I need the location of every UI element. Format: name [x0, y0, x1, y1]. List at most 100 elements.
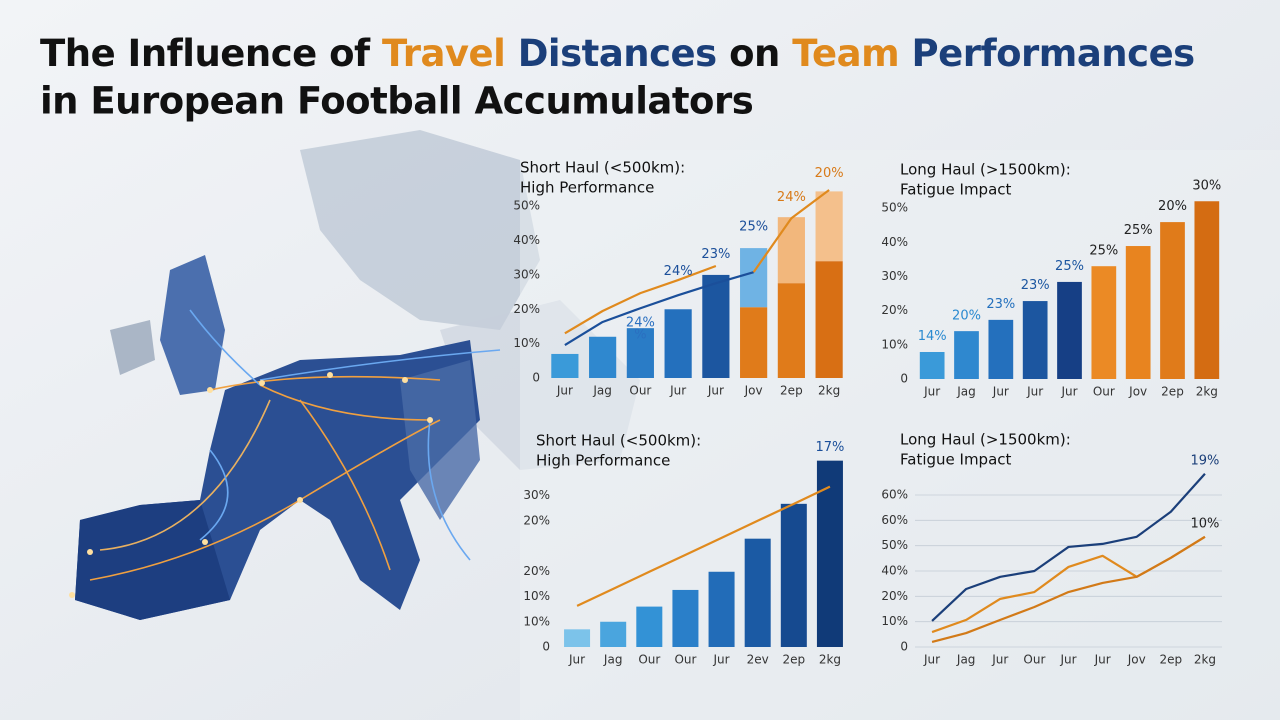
- map-cities: [69, 372, 433, 598]
- city: [427, 417, 433, 423]
- title-part: on: [717, 32, 793, 75]
- x-tick-label: Jur: [991, 653, 1008, 667]
- x-tick-label: 2kg: [818, 384, 840, 398]
- map-routes: [89, 309, 501, 581]
- route: [99, 399, 271, 551]
- line: [576, 485, 831, 607]
- y-tick-label: 40%: [513, 233, 540, 247]
- x-tick-label: Our: [638, 653, 660, 667]
- bar: [636, 606, 663, 647]
- city: [69, 592, 75, 598]
- x-tick-label: Jag: [956, 653, 976, 667]
- bar: [1160, 222, 1185, 379]
- x-tick-label: Jur: [1094, 653, 1111, 667]
- chart-title: Long Haul (>1500km):: [900, 161, 1071, 179]
- y-tick-label: 30%: [513, 267, 540, 281]
- x-tick-label: 2kg: [819, 653, 841, 667]
- route: [259, 384, 431, 421]
- annotation: 14%: [918, 329, 947, 344]
- line: [931, 472, 1206, 622]
- y-tick-label: 50%: [881, 538, 908, 552]
- x-tick-label: Jur: [713, 653, 730, 667]
- x-tick-label: Jur: [1026, 385, 1043, 399]
- bar: [702, 274, 730, 378]
- bar: [564, 629, 591, 647]
- bar: [1022, 301, 1048, 379]
- chart-title: High Performance: [520, 179, 654, 197]
- title-part: Travel: [382, 32, 505, 75]
- route: [199, 449, 229, 541]
- title-part: Distances: [505, 32, 716, 75]
- annotation: 24%: [777, 190, 806, 205]
- annotation: 25%: [739, 219, 768, 234]
- y-tick-label: 10%: [513, 336, 540, 350]
- chart: Long Haul (>1500km): Fatigue Impact 0 10% 20…: [881, 161, 1221, 399]
- bar: [1194, 201, 1220, 379]
- chart: Short Haul (<500km): High Performance 0 10%…: [523, 432, 844, 667]
- annotation: 24%: [664, 264, 693, 279]
- bar: [954, 331, 979, 379]
- x-tick-label: 2ep: [782, 653, 805, 667]
- x-tick-label: 2ep: [1160, 653, 1183, 667]
- x-tick-label: Jur: [1059, 653, 1076, 667]
- bar: [815, 191, 843, 262]
- y-tick-label: 50%: [513, 199, 540, 213]
- title-line-1: The Influence of Travel Distances on Tea…: [40, 32, 1195, 75]
- x-tick-label: Our: [629, 384, 651, 398]
- map-scandinavia: [300, 130, 540, 330]
- map-iberia: [75, 500, 230, 620]
- chart: Short Haul (<500km): High Performance 0 10%…: [513, 159, 843, 398]
- y-tick-label: 40%: [881, 564, 908, 578]
- y-tick-label: 20%: [523, 564, 550, 578]
- route: [89, 419, 441, 581]
- x-tick-label: Our: [1093, 385, 1115, 399]
- y-tick-label: 20%: [513, 302, 540, 316]
- chart-title: Short Haul (<500km):: [536, 432, 701, 450]
- y-tick-label: 0: [542, 640, 550, 654]
- bar: [551, 353, 579, 378]
- bar: [777, 217, 805, 284]
- annotation: 17%: [815, 440, 844, 455]
- y-tick-label: 0: [900, 372, 908, 386]
- y-tick-label: 10%: [881, 614, 908, 628]
- annotation: 30%: [1192, 178, 1221, 193]
- y-tick-label: 30%: [881, 269, 908, 283]
- y-tick-label: 0: [900, 640, 908, 654]
- title-line-2: in European Football Accumulators: [40, 80, 753, 123]
- bar: [816, 460, 843, 647]
- x-tick-label: Jur: [923, 653, 940, 667]
- annotation: 25%: [1124, 223, 1153, 238]
- annotation: 23%: [1021, 278, 1050, 293]
- title-part: Team: [792, 32, 899, 75]
- y-tick-label: 0: [532, 371, 540, 385]
- line: [564, 264, 717, 335]
- annotation: 25%: [1055, 259, 1084, 274]
- x-tick-label: 2ev: [747, 653, 769, 667]
- chart-title: Fatigue Impact: [900, 451, 1012, 469]
- bar: [626, 328, 654, 378]
- bar: [589, 336, 617, 378]
- city: [297, 497, 303, 503]
- bar: [1057, 281, 1082, 379]
- bar: [740, 307, 768, 378]
- x-tick-label: Jov: [744, 384, 763, 398]
- line: [931, 535, 1206, 643]
- x-tick-label: Jur: [1060, 385, 1077, 399]
- y-tick-label: 10%: [523, 614, 550, 628]
- y-tick-label: 20%: [881, 303, 908, 317]
- x-tick-label: 2ep: [1161, 385, 1184, 399]
- annotation: 10%: [1190, 517, 1219, 532]
- x-tick-label: Jur: [669, 384, 686, 398]
- y-tick-label: 60%: [881, 488, 908, 502]
- bar: [815, 261, 843, 378]
- city: [402, 377, 408, 383]
- x-tick-label: Jur: [707, 384, 724, 398]
- bar: [988, 319, 1014, 379]
- bar: [777, 283, 805, 378]
- annotation: %: [634, 328, 646, 343]
- bar: [780, 503, 807, 647]
- line: [564, 271, 754, 346]
- annotation: 23%: [701, 247, 730, 262]
- chart: Long Haul (>1500km): Fatigue Impact 0 10% 20…: [881, 431, 1222, 667]
